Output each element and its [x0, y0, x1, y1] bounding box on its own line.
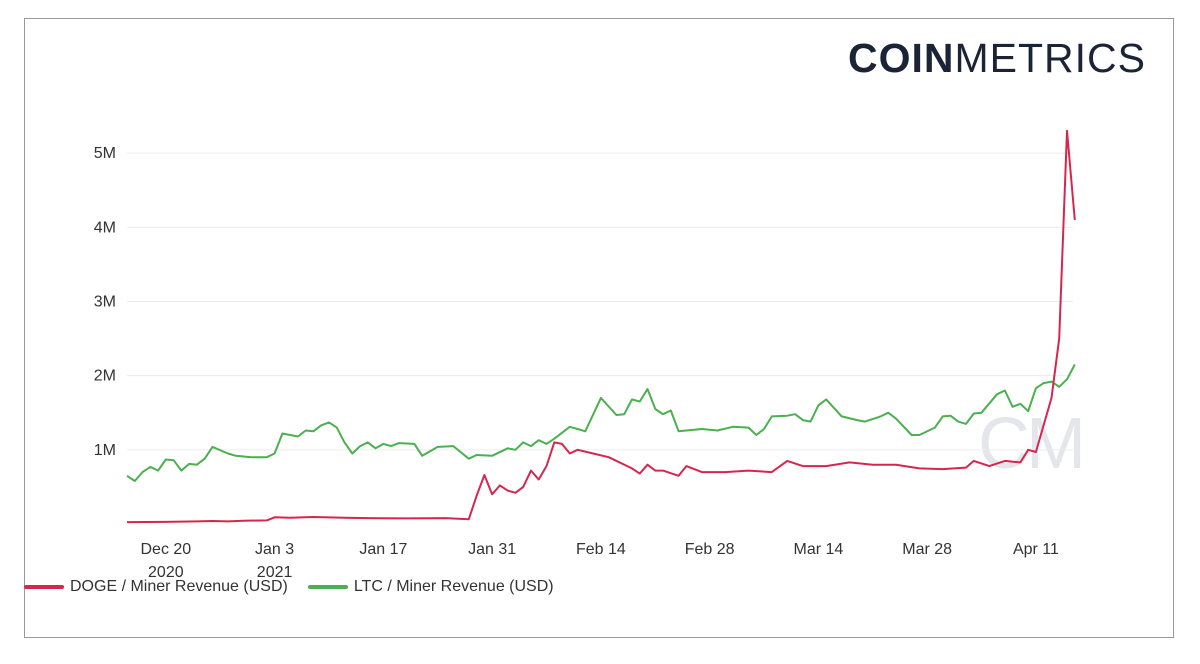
x-axis: Dec 20 2020 Jan 3 2021 Jan 17 Jan 31 Feb 14 Feb… — [140, 541, 1059, 581]
y-tick-label: 4M — [94, 219, 116, 236]
y-tick-label: 3M — [94, 293, 116, 310]
x-tick-label: Mar 14 — [794, 541, 844, 558]
legend-item-ltc[interactable]: LTC / Miner Revenue (USD) — [307, 578, 554, 596]
y-tick-label: 2M — [94, 368, 116, 385]
legend-label-ltc: LTC / Miner Revenue (USD) — [353, 578, 554, 595]
x-tick-label: Jan 17 — [359, 541, 407, 558]
x-tick-sublabel: 2020 — [148, 564, 184, 581]
logo-bold-text: COIN — [848, 35, 955, 81]
y-axis: 1M 2M 3M 4M 5M — [94, 145, 116, 459]
legend-swatch-ltc — [307, 585, 348, 589]
y-tick-label: 1M — [94, 442, 116, 459]
x-tick-label: Apr 11 — [1013, 541, 1059, 558]
watermark: CM — [978, 404, 1082, 484]
y-tick-label: 5M — [94, 145, 116, 162]
x-tick-label: Feb 14 — [576, 541, 626, 558]
x-tick-label: Dec 20 — [140, 541, 191, 558]
x-tick-sublabel: 2021 — [257, 564, 293, 581]
series-line-ltc[interactable] — [126, 364, 1076, 482]
legend-swatch-doge — [24, 585, 64, 589]
legend-label-doge: DOGE / Miner Revenue (USD) — [70, 578, 288, 595]
legend: DOGE / Miner Revenue (USD) LTC / Miner R… — [24, 574, 574, 600]
x-tick-label: Jan 3 — [255, 541, 294, 558]
chart-frame — [24, 18, 1174, 638]
x-tick-label: Jan 31 — [468, 541, 516, 558]
series-lines — [126, 129, 1076, 524]
grid-lines — [127, 152, 1073, 451]
logo-light-text: METRICS — [954, 35, 1146, 81]
x-tick-label: Mar 28 — [902, 541, 952, 558]
legend-item-doge[interactable]: DOGE / Miner Revenue (USD) — [24, 578, 288, 596]
series-line-doge[interactable] — [126, 129, 1076, 524]
coinmetrics-logo: COINMETRICS — [848, 28, 1146, 88]
x-tick-label: Feb 28 — [685, 541, 735, 558]
